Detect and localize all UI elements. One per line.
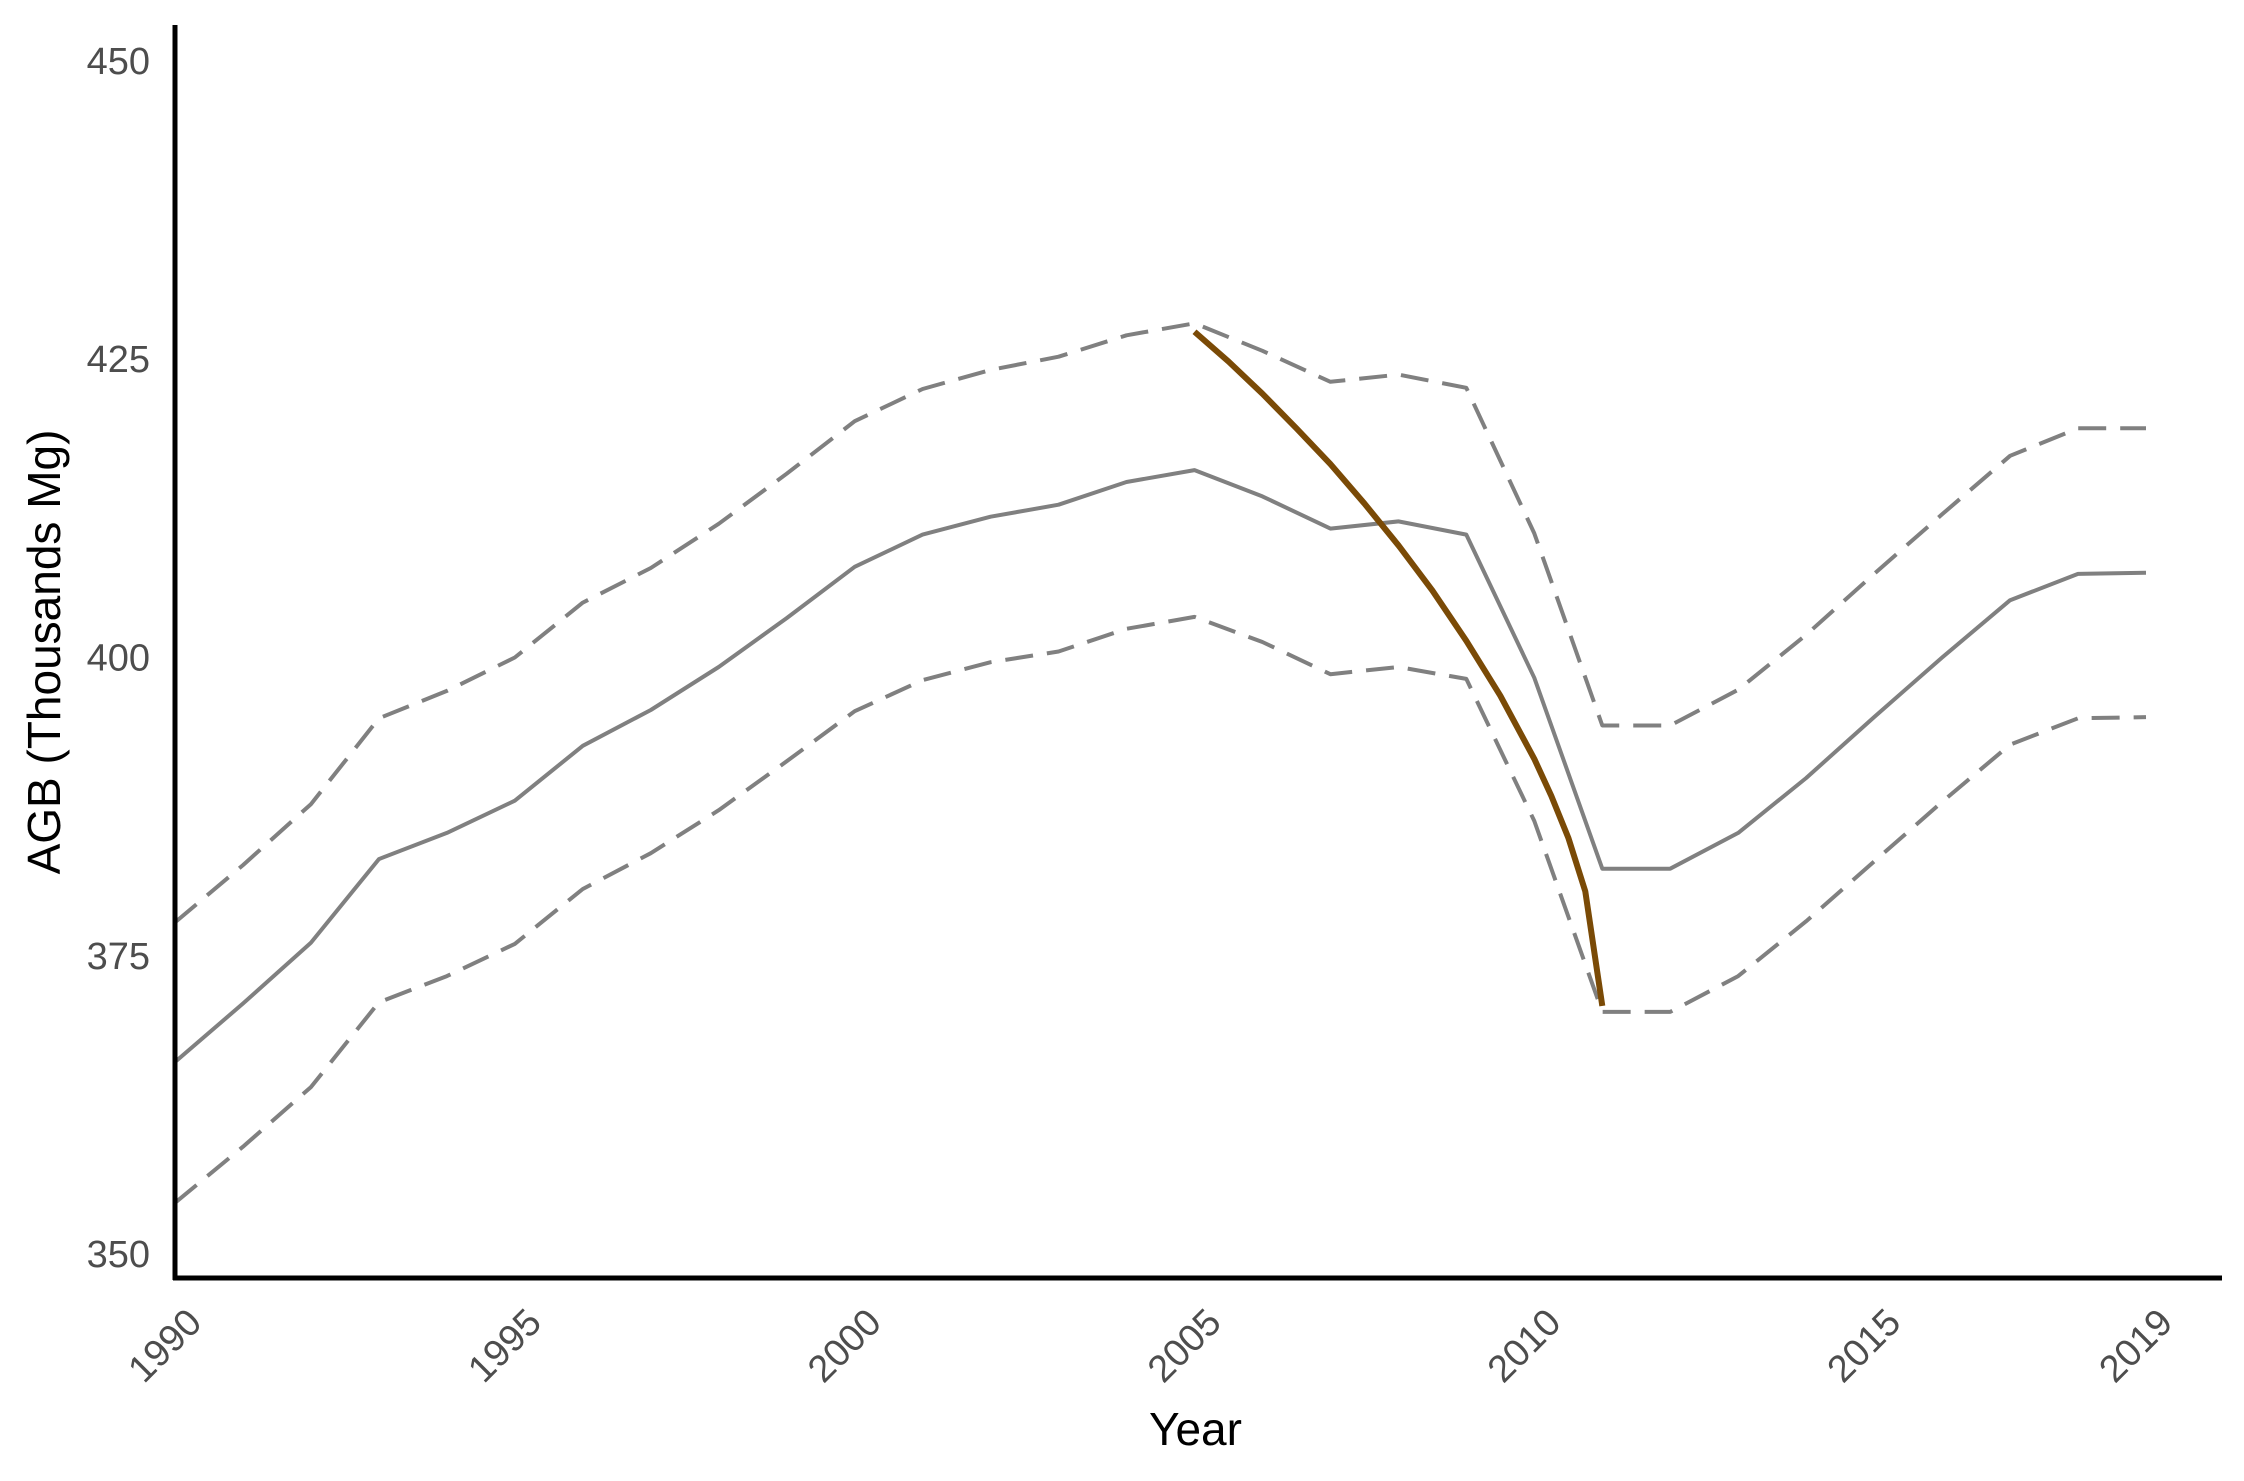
- y-tick-label: 375: [87, 936, 150, 978]
- y-axis-title: AGB (Thousands Mg): [18, 430, 70, 875]
- y-tick-label: 400: [87, 637, 150, 679]
- estimate-line: [173, 468, 2147, 1064]
- x-tick-label: 1995: [460, 1301, 549, 1390]
- x-tick-labels: 1990 1995 2000 2005 2010 2015 2019: [121, 1301, 2181, 1390]
- x-tick-label: 1990: [121, 1301, 210, 1390]
- x-tick-label: 2010: [1480, 1301, 1569, 1390]
- y-tick-labels: 350 375 400 425 450: [87, 41, 150, 1276]
- series-layer: [173, 321, 2147, 1205]
- axes-layer: [172, 25, 2222, 1281]
- lower-bound-line: [173, 614, 2147, 1205]
- x-tick-label: 2005: [1140, 1301, 1229, 1390]
- y-tick-label: 425: [87, 339, 150, 381]
- x-axis-title: Year: [1149, 1403, 1242, 1455]
- y-tick-label: 350: [87, 1234, 150, 1276]
- upper-bound-line: [173, 321, 2146, 924]
- projection-curve: [1192, 329, 1606, 1007]
- y-tick-label: 450: [87, 41, 150, 83]
- x-tick-label: 2015: [1820, 1301, 1909, 1390]
- x-tick-label: 2019: [2092, 1301, 2181, 1390]
- x-tick-label: 2000: [800, 1301, 889, 1390]
